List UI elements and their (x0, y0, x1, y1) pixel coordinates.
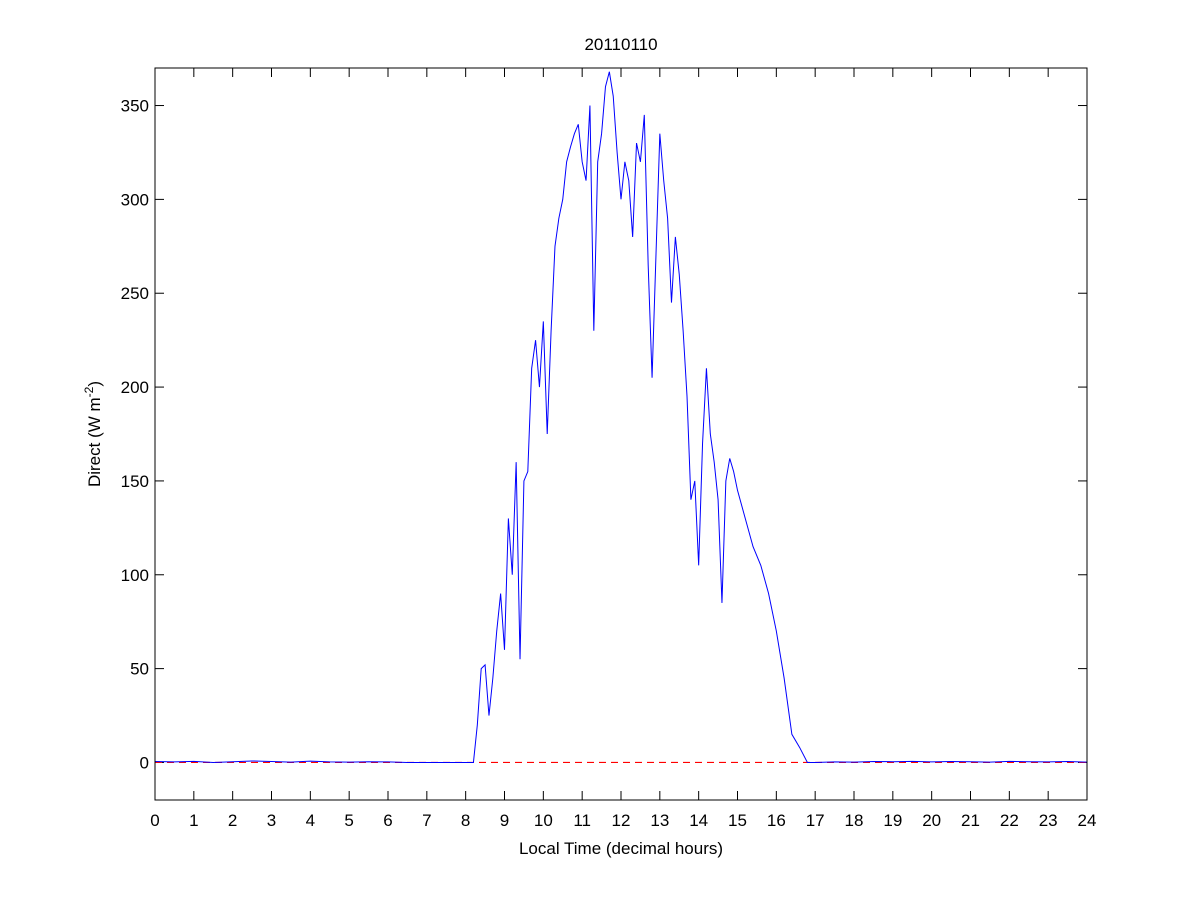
x-tick-label: 13 (650, 811, 669, 830)
chart-title: 20110110 (584, 35, 657, 54)
x-tick-label: 1 (189, 811, 198, 830)
y-label-suffix: ) (85, 381, 104, 387)
y-tick-label: 200 (121, 378, 149, 397)
x-tick-label: 6 (383, 811, 392, 830)
y-label-text: Direct (W m (85, 397, 104, 487)
x-tick-label: 17 (806, 811, 825, 830)
x-tick-label: 19 (883, 811, 902, 830)
y-tick-label: 100 (121, 566, 149, 585)
x-tick-label: 0 (150, 811, 159, 830)
x-axis-label: Local Time (decimal hours) (519, 839, 723, 858)
x-tick-label: 8 (461, 811, 470, 830)
x-tick-label: 5 (344, 811, 353, 830)
x-tick-label: 22 (1000, 811, 1019, 830)
y-label-sup: -2 (82, 386, 96, 397)
x-tick-label: 2 (228, 811, 237, 830)
y-axis-label: Direct (W m-2) (82, 381, 104, 487)
x-tick-label: 24 (1078, 811, 1097, 830)
x-tick-label: 4 (306, 811, 315, 830)
x-tick-label: 18 (845, 811, 864, 830)
x-tick-label: 3 (267, 811, 276, 830)
x-tick-label: 9 (500, 811, 509, 830)
x-tick-label: 23 (1039, 811, 1058, 830)
y-tick-label: 0 (140, 753, 149, 772)
y-tick-label: 50 (130, 660, 149, 679)
x-tick-label: 10 (534, 811, 553, 830)
x-tick-label: 15 (728, 811, 747, 830)
x-tick-label: 20 (922, 811, 941, 830)
x-tick-label: 12 (612, 811, 631, 830)
y-tick-label: 250 (121, 284, 149, 303)
x-tick-label: 16 (767, 811, 786, 830)
x-tick-label: 7 (422, 811, 431, 830)
x-tick-label: 14 (689, 811, 708, 830)
y-tick-label: 150 (121, 472, 149, 491)
x-tick-label: 11 (573, 811, 591, 830)
x-tick-label: 21 (961, 811, 980, 830)
data-line (154, 71, 1088, 763)
y-tick-label: 350 (121, 97, 149, 116)
plot-frame (154, 67, 1088, 801)
y-tick-label: 300 (121, 190, 149, 209)
